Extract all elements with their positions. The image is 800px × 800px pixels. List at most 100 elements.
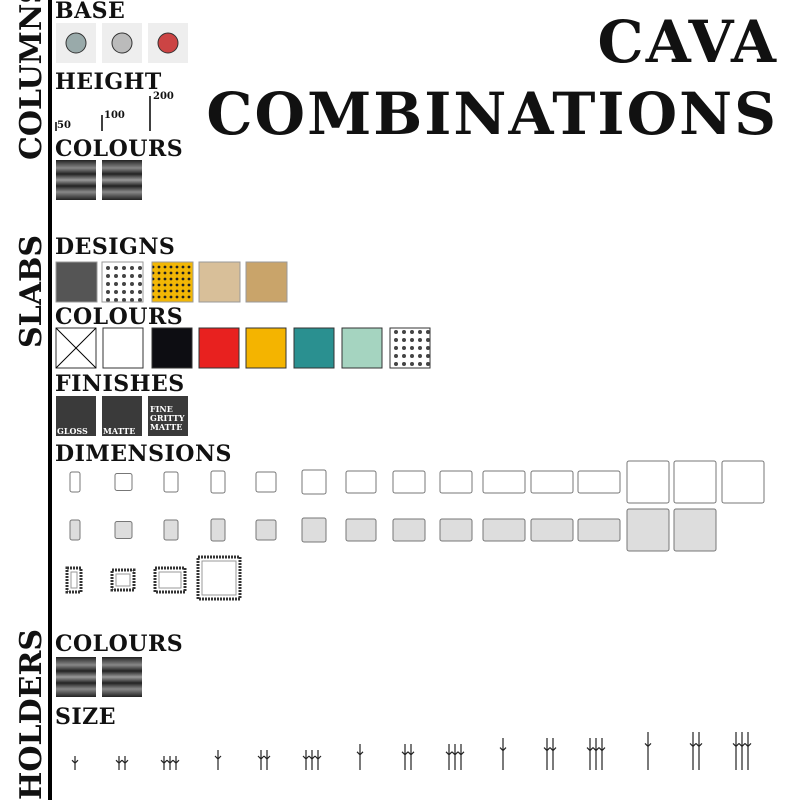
- cross: [55, 327, 97, 369]
- dimension-filled: [482, 518, 526, 542]
- holder: [499, 738, 507, 770]
- heading: DESIGNS: [55, 234, 176, 260]
- design-swatch: [101, 261, 144, 303]
- heading: COLOURS: [55, 631, 184, 657]
- dimension-outline: [673, 460, 717, 504]
- holder: [732, 732, 740, 770]
- frame-inner: [201, 560, 237, 596]
- finish-swatch: [148, 396, 188, 436]
- dimension-filled: [301, 517, 327, 543]
- base-photo-detail: [157, 32, 179, 54]
- holder: [356, 744, 364, 770]
- dimension-outline: [255, 471, 277, 493]
- dimension-filled: [439, 518, 473, 542]
- base-photo-detail: [65, 32, 87, 54]
- dimension-outline: [721, 460, 765, 504]
- base-photo-detail: [111, 32, 133, 54]
- dimension-outline: [439, 470, 473, 494]
- holder: [695, 732, 703, 770]
- title: CAVA: [597, 8, 778, 76]
- heading: BASE: [55, 0, 126, 24]
- heading: FINISHES: [55, 371, 185, 397]
- holder: [592, 738, 600, 770]
- design-swatch: [151, 261, 194, 303]
- dimension-outline: [577, 470, 621, 494]
- colour-swatch: [389, 327, 431, 369]
- holder: [586, 738, 594, 770]
- dimension-filled: [392, 518, 426, 542]
- dimension-outline: [163, 471, 179, 493]
- holder: [214, 750, 222, 770]
- finish-swatch: [56, 396, 96, 436]
- design-swatch: [55, 261, 98, 303]
- dimension-outline: [69, 471, 81, 493]
- finish-label: GLOSS: [57, 426, 88, 436]
- dimension-filled: [69, 519, 81, 541]
- dimension-filled: [577, 518, 621, 542]
- holder: [401, 744, 409, 770]
- dimension-filled: [345, 518, 377, 542]
- finish-label: MATTE: [103, 426, 136, 436]
- dimension-outline: [626, 460, 670, 504]
- colour-swatch: [293, 327, 335, 369]
- holder: [166, 756, 174, 770]
- holder: [160, 756, 168, 770]
- height-mark: 50: [57, 120, 71, 131]
- dimension-outline: [210, 470, 226, 494]
- colour-swatch: [245, 327, 287, 369]
- holder: [738, 732, 746, 770]
- heading: DIMENSIONS: [55, 441, 232, 467]
- side-label: SLABS: [14, 234, 49, 348]
- dimension-outline: [530, 470, 574, 494]
- dimension-filled: [163, 519, 179, 541]
- holder: [71, 756, 79, 770]
- dimension-filled: [210, 518, 226, 542]
- holder: [314, 750, 322, 770]
- metal-swatch: [102, 160, 142, 200]
- dimension-outline: [482, 470, 526, 494]
- heading: COLOURS: [55, 304, 184, 330]
- holder: [115, 756, 123, 770]
- holder: [744, 732, 752, 770]
- title: COMBINATIONS: [206, 80, 778, 148]
- dimension-filled: [530, 518, 574, 542]
- metal-swatch: [102, 657, 142, 697]
- colour-swatch: [198, 327, 240, 369]
- dimension-filled: [626, 508, 670, 552]
- dimension-outline: [345, 470, 377, 494]
- holder: [257, 750, 265, 770]
- dimension-filled: [673, 508, 717, 552]
- heading: SIZE: [55, 704, 117, 730]
- holder: [172, 756, 180, 770]
- holder: [457, 744, 465, 770]
- finish-swatch: [102, 396, 142, 436]
- holder: [549, 738, 557, 770]
- holder: [598, 738, 606, 770]
- finish-label: FINE GRITTY MATTE: [150, 404, 185, 432]
- height-mark: 200: [153, 91, 174, 102]
- dimension-outline: [114, 473, 133, 491]
- holder: [445, 744, 453, 770]
- dimension-filled: [114, 521, 133, 539]
- metal-swatch: [56, 160, 96, 200]
- holder: [451, 744, 459, 770]
- holder: [689, 732, 697, 770]
- side-label: COLUMNS: [14, 0, 49, 160]
- design-swatch: [245, 261, 288, 303]
- holder: [543, 738, 551, 770]
- heading: HEIGHT: [55, 69, 162, 95]
- dimension-filled: [255, 519, 277, 541]
- dimension-outline: [301, 469, 327, 495]
- holder: [644, 732, 652, 770]
- holder: [263, 750, 271, 770]
- design-swatch: [198, 261, 241, 303]
- holder: [302, 750, 310, 770]
- frame-inner: [115, 573, 131, 587]
- metal-swatch: [56, 657, 96, 697]
- height-mark: 100: [104, 110, 125, 121]
- holder: [121, 756, 129, 770]
- colour-swatch: [151, 327, 193, 369]
- holder: [308, 750, 316, 770]
